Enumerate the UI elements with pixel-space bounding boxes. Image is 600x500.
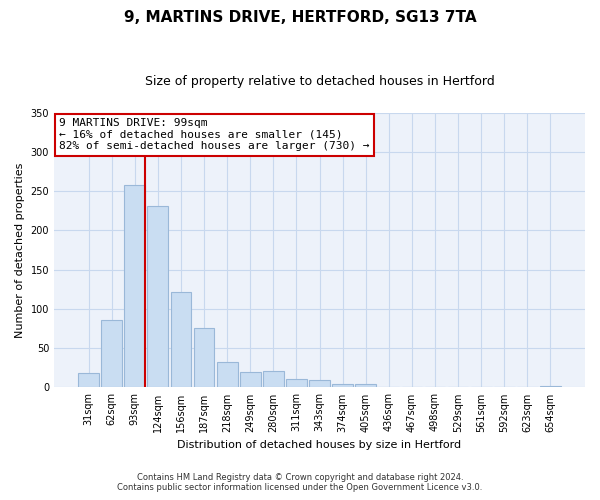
Bar — [240, 372, 260, 388]
Y-axis label: Number of detached properties: Number of detached properties — [15, 162, 25, 338]
Bar — [217, 362, 238, 388]
Bar — [124, 185, 145, 388]
Bar — [263, 371, 284, 388]
Bar — [78, 372, 99, 388]
Bar — [148, 206, 168, 388]
Bar — [194, 328, 214, 388]
Bar — [401, 386, 422, 388]
Title: Size of property relative to detached houses in Hertford: Size of property relative to detached ho… — [145, 75, 494, 88]
Bar — [540, 386, 561, 388]
X-axis label: Distribution of detached houses by size in Hertford: Distribution of detached houses by size … — [178, 440, 461, 450]
Bar — [170, 292, 191, 388]
Bar — [355, 384, 376, 388]
Bar — [286, 379, 307, 388]
Text: 9 MARTINS DRIVE: 99sqm
← 16% of detached houses are smaller (145)
82% of semi-de: 9 MARTINS DRIVE: 99sqm ← 16% of detached… — [59, 118, 370, 152]
Bar — [101, 320, 122, 388]
Bar — [332, 384, 353, 388]
Bar — [309, 380, 330, 388]
Bar — [379, 386, 399, 388]
Text: Contains HM Land Registry data © Crown copyright and database right 2024.
Contai: Contains HM Land Registry data © Crown c… — [118, 473, 482, 492]
Text: 9, MARTINS DRIVE, HERTFORD, SG13 7TA: 9, MARTINS DRIVE, HERTFORD, SG13 7TA — [124, 10, 476, 25]
